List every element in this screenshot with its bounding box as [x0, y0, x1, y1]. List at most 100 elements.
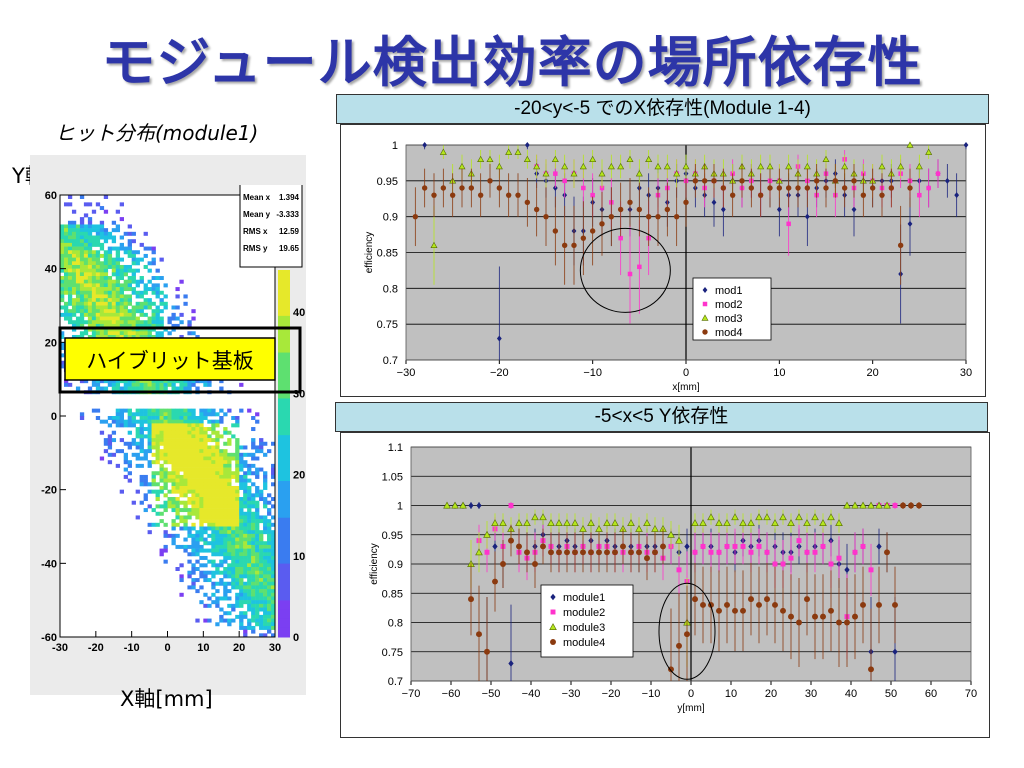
histogram-cell: [191, 570, 196, 575]
histogram-cell: [223, 548, 228, 553]
histogram-cell: [271, 611, 276, 616]
histogram-cell: [111, 320, 117, 325]
histogram-cell: [79, 246, 85, 251]
histogram-cell: [107, 279, 113, 284]
data-point-mod4: [823, 185, 829, 191]
histogram-cell: [155, 511, 160, 516]
histogram-cell: [199, 434, 204, 439]
histogram-cell: [115, 463, 121, 468]
histogram-cell: [179, 463, 184, 468]
histogram-cell: [179, 423, 184, 428]
histogram-cell: [191, 563, 196, 568]
histogram-cell: [191, 485, 196, 490]
histogram-cell: [103, 279, 109, 284]
histogram-cell: [63, 228, 69, 233]
histogram-cell: [239, 500, 244, 505]
histogram-cell: [235, 497, 240, 502]
data-point-module3: [715, 519, 723, 526]
histogram-cell: [163, 559, 168, 564]
histogram-cell: [119, 408, 124, 413]
histogram-cell: [91, 250, 97, 255]
data-point-module2: [868, 567, 874, 573]
data-point-mod4: [589, 228, 596, 234]
histogram-cell: [263, 515, 268, 520]
histogram-cell: [119, 331, 124, 336]
histogram-cell: [143, 416, 148, 420]
histogram-cell: [131, 327, 136, 332]
histogram-cell: [183, 463, 188, 468]
histogram-cell: [239, 526, 244, 531]
histogram-cell: [159, 276, 164, 281]
histogram-cell: [211, 497, 216, 502]
histogram-cell: [75, 253, 81, 258]
histogram-cell: [255, 508, 260, 513]
histogram-cell: [71, 250, 77, 255]
color-scale-band: [278, 279, 290, 289]
histogram-cell: [79, 331, 85, 336]
histogram-cell: [239, 574, 244, 579]
data-point-module2: [508, 503, 514, 508]
histogram-cell: [175, 460, 180, 465]
histogram-cell: [187, 485, 192, 490]
histogram-cell: [171, 305, 176, 310]
histogram-cell: [227, 519, 232, 524]
data-point-mod2: [590, 192, 595, 198]
histogram-cell: [171, 541, 176, 546]
histogram-cell: [203, 416, 208, 420]
histogram-cell: [79, 195, 85, 199]
histogram-cell: [119, 264, 124, 269]
histogram-cell: [67, 298, 73, 303]
histogram-cell: [227, 508, 232, 513]
histogram-cell: [111, 283, 117, 288]
histogram-cell: [87, 276, 93, 281]
histogram-cell: [139, 430, 144, 435]
histogram-cell: [271, 589, 276, 594]
histogram-cell: [147, 334, 152, 339]
data-point-module2: [708, 549, 714, 555]
color-scale-band: [278, 453, 290, 464]
histogram-cell: [175, 452, 180, 457]
histogram-cell: [135, 386, 140, 391]
data-point-module3: [859, 501, 867, 509]
histogram-cell: [143, 323, 148, 328]
histogram-cell: [159, 463, 164, 468]
histogram-cell: [247, 533, 252, 538]
x-axis-label: x[mm]: [672, 382, 699, 393]
y-tick-label: 1: [397, 501, 403, 513]
histogram-cell: [139, 456, 144, 461]
histogram-cell: [107, 298, 113, 303]
x-tick-label: −50: [482, 688, 501, 700]
histogram-cell: [71, 283, 77, 288]
histogram-cell: [271, 592, 276, 597]
histogram-cell: [211, 592, 216, 597]
data-point-module4: [892, 601, 898, 608]
histogram-cell: [231, 522, 236, 527]
histogram-cell: [131, 419, 136, 424]
x-tick-label: −10: [642, 688, 661, 700]
histogram-cell: [263, 497, 268, 502]
histogram-cell: [91, 257, 97, 262]
histogram-cell: [99, 272, 105, 277]
histogram-cell: [223, 460, 228, 465]
stats-label: RMS x: [243, 227, 268, 236]
x-tick-label: 70: [965, 688, 977, 700]
histogram-cell: [195, 567, 200, 571]
histogram-cell: [163, 471, 168, 476]
histogram-cell: [231, 530, 236, 535]
histogram-cell: [183, 467, 188, 472]
histogram-cell: [67, 235, 73, 240]
histogram-cell: [235, 585, 240, 590]
data-point-module2: [820, 543, 826, 549]
histogram-cell: [183, 489, 188, 494]
data-point-module3: [531, 513, 539, 521]
histogram-cell: [123, 456, 128, 461]
stats-value: 19.65: [279, 244, 300, 253]
histogram-cell: [67, 253, 73, 258]
data-point-mod3: [589, 155, 597, 163]
histogram-cell: [83, 320, 89, 325]
histogram-cell: [223, 500, 228, 505]
histogram-cell: [239, 570, 244, 575]
histogram-cell: [95, 323, 101, 328]
histogram-cell: [99, 224, 105, 229]
histogram-cell: [115, 279, 121, 284]
